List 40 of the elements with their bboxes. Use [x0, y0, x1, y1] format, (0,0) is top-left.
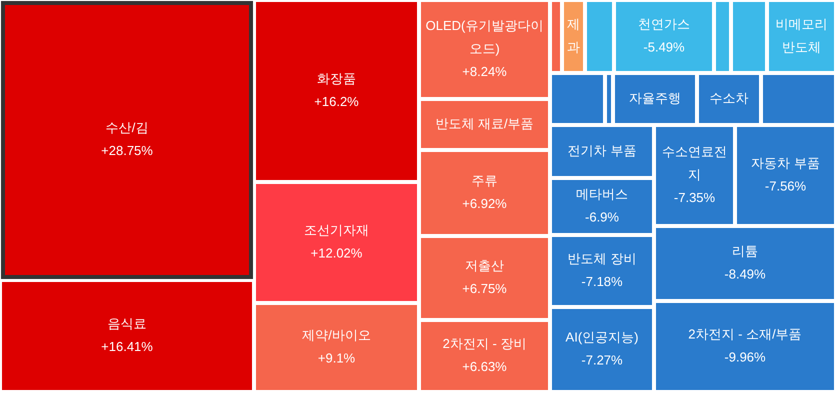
category-label: 메타버스	[576, 186, 628, 202]
category-label: 화장품	[317, 71, 356, 86]
data-label: +28.75%	[101, 143, 154, 158]
category-label: 반도체 장비	[568, 251, 636, 266]
category-label: 자율주행	[629, 90, 681, 106]
category-label: 수소연료전지	[662, 144, 727, 182]
data-label: +6.92%	[462, 196, 508, 212]
data-label: -7.18%	[581, 274, 624, 290]
data-label: -7.27%	[581, 352, 624, 368]
data-label: -9.96%	[724, 350, 766, 365]
data-label: +6.63%	[462, 359, 508, 374]
data-label: +12.02%	[310, 246, 363, 261]
category-label: 2차전지 - 소재/부품	[688, 326, 802, 342]
data-label: +9.1%	[318, 350, 356, 366]
data-label: -5.49%	[643, 40, 686, 55]
category-label: 제과	[567, 16, 580, 55]
category-label: AI(인공지능)	[566, 330, 638, 345]
category-label: 저출산	[465, 258, 504, 274]
data-label: -6.9%	[585, 210, 620, 225]
category-label: 리튬	[732, 244, 758, 259]
category-label: 자동차 부품	[751, 156, 820, 171]
data-label: +16.2%	[314, 94, 360, 110]
category-label: 전기차 부품	[568, 143, 636, 158]
category-label: 2차전지 - 장비	[442, 336, 526, 352]
category-label: 제약/바이오	[302, 328, 371, 343]
data-label: +16.41%	[101, 339, 154, 354]
data-label: -7.56%	[764, 178, 807, 194]
category-label: 반도체 재료/부품	[435, 116, 534, 132]
category-label: 주류	[472, 173, 498, 188]
data-label: +6.75%	[462, 281, 508, 296]
category-label: 수산/김	[106, 120, 148, 136]
category-label: 천연가스	[638, 16, 690, 32]
category-label: OLED(유기발광다이오드)	[426, 18, 544, 56]
data-label: +8.24%	[462, 64, 508, 80]
data-label: -8.49%	[724, 266, 766, 282]
category-label: 비메모리 반도체	[776, 16, 828, 55]
category-label: 조선기자재	[304, 222, 369, 238]
data-label: -7.35%	[674, 190, 716, 206]
category-label: 수소차	[710, 90, 748, 106]
category-label: 음식료	[108, 316, 146, 332]
